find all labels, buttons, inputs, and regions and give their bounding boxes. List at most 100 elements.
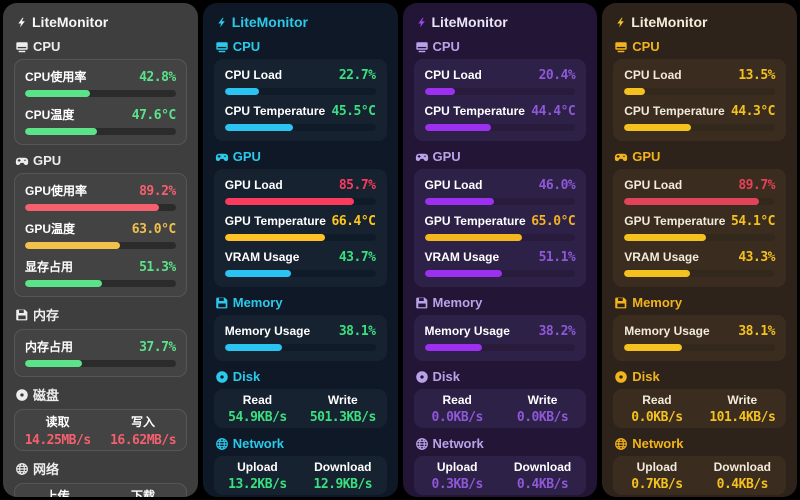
monitor-icon [15, 40, 29, 54]
progress-fill [25, 90, 90, 97]
meter-label: Memory Usage [624, 324, 710, 338]
gpu-card: GPU Load 85.7% GPU Temperature 66.4°C VRAM… [213, 169, 387, 287]
section-header-cpu: CPU [415, 39, 587, 54]
lightning-icon [416, 16, 427, 29]
meter-value: 51.3% [139, 260, 176, 275]
meter-cpu-load: CPU Load 13.5% [624, 68, 775, 95]
progress-track [424, 198, 576, 205]
meter-label: GPU Temperature [424, 214, 526, 228]
section-header-cpu: CPU [614, 39, 786, 54]
meter-label: CPU Load [224, 68, 283, 82]
panel-purple-theme: LiteMonitor CPU CPU Load 20.4% CPU Temper… [402, 3, 598, 497]
progress-track [424, 270, 576, 277]
panel-navy-theme: LiteMonitor CPU CPU Load 22.7% CPU Temper… [202, 3, 398, 497]
meter-cpu-temp: CPU Temperature 44.3°C [624, 104, 775, 131]
meter-label: GPU温度 [25, 222, 76, 236]
meter-vram-usage: VRAM Usage 43.7% [224, 250, 376, 277]
progress-track [424, 124, 576, 131]
meter-value: 42.8% [139, 70, 176, 85]
disk-read-label: 读取 [45, 415, 70, 429]
section-title: Disk [632, 369, 660, 384]
gpu-card: GPU使用率 89.2% GPU温度 63.0°C 显存占用 51.3% [14, 173, 187, 297]
meter-value: 43.7% [338, 250, 376, 265]
section-title: Network [232, 436, 285, 451]
meter-value: 38.1% [338, 324, 376, 339]
meter-memory-usage: Memory Usage 38.1% [224, 324, 376, 351]
meter-value: 13.5% [738, 68, 775, 83]
section-title: 磁盘 [33, 388, 60, 403]
network-upload-label: Upload [636, 460, 678, 474]
gamepad-icon [415, 150, 429, 164]
network-download-label: Download [713, 460, 771, 474]
section-header-disk: Disk [614, 369, 786, 384]
section-title: Memory [432, 295, 483, 310]
network-upload-label: Upload [436, 460, 478, 474]
network-download-label: 下载 [131, 489, 156, 497]
progress-fill [25, 242, 120, 249]
progress-fill [624, 198, 760, 205]
meter-gpu-load: GPU使用率 89.2% [25, 182, 176, 211]
disk-card: Read Write 0.0KB/s 0.0KB/s [413, 389, 587, 428]
meter-label: GPU Temperature [224, 214, 326, 228]
section-header-network: Network [614, 436, 786, 451]
progress-fill [624, 344, 682, 351]
app-title-row: LiteMonitor [16, 14, 187, 30]
meter-label: VRAM Usage [224, 250, 300, 264]
meter-gpu-temp: GPU Temperature 65.0°C [424, 214, 576, 241]
meter-gpu-temp: GPU Temperature 66.4°C [224, 214, 376, 241]
meter-label: VRAM Usage [624, 250, 699, 264]
meter-value: 51.1% [538, 250, 576, 265]
section-title: GPU [632, 149, 661, 164]
memory-icon [15, 308, 29, 322]
meter-memory-usage: Memory Usage 38.1% [624, 324, 775, 351]
lightning-icon [615, 16, 626, 29]
memory-icon [415, 296, 429, 310]
section-header-disk: 磁盘 [15, 385, 187, 404]
section-title: GPU [33, 153, 62, 168]
network-upload-value: 0.7KB/s [631, 477, 683, 492]
memory-icon [614, 296, 628, 310]
section-title: 网络 [33, 462, 60, 477]
progress-fill [25, 280, 103, 287]
section-title: CPU [33, 39, 61, 54]
network-card: Upload Download 0.7KB/s 0.4KB/s [613, 456, 786, 495]
network-download-label: Download [513, 460, 572, 474]
meter-vram-usage: VRAM Usage 43.3% [624, 250, 775, 277]
progress-fill [424, 344, 483, 351]
lightning-icon [16, 16, 27, 29]
meter-value: 89.7% [738, 178, 775, 193]
meter-value: 66.4°C [331, 214, 376, 229]
disk-write-value: 16.62MB/s [110, 433, 177, 448]
meter-label: GPU Temperature [624, 214, 726, 228]
meter-label: CPU温度 [25, 108, 75, 122]
section-title: GPU [432, 149, 461, 164]
app-title: LiteMonitor [631, 14, 708, 30]
disk-card: Read Write 0.0KB/s 101.4KB/s [613, 389, 786, 428]
progress-track [424, 88, 576, 95]
network-download-value: 0.4KB/s [716, 477, 769, 492]
section-title: Network [632, 436, 684, 451]
section-header-memory: Memory [215, 295, 387, 310]
section-title: Disk [432, 369, 460, 384]
section-header-gpu: GPU [15, 153, 187, 168]
network-globe-icon [415, 437, 429, 451]
gpu-card: GPU Load 46.0% GPU Temperature 65.0°C VRAM… [413, 169, 587, 287]
progress-fill [424, 124, 492, 131]
network-download-value: 0.4KB/s [516, 477, 569, 492]
panel-gray-theme: LiteMonitor CPU CPU使用率 42.8% CPU温度 47.6°C … [3, 3, 198, 497]
progress-fill [224, 344, 283, 351]
disk-icon [15, 388, 29, 402]
meter-value: 20.4% [538, 68, 576, 83]
progress-track [25, 204, 176, 211]
section-title: CPU [432, 39, 460, 54]
meter-gpu-load: GPU Load 89.7% [624, 178, 775, 205]
network-card: 上传 下载 234.9KB/s 4.24MB/s [14, 483, 187, 497]
gpu-card: GPU Load 89.7% GPU Temperature 54.1°C VRAM… [613, 169, 786, 287]
section-title: Memory [232, 295, 283, 310]
progress-fill [25, 128, 97, 135]
meter-value: 37.7% [139, 340, 176, 355]
meter-value: 89.2% [139, 184, 176, 199]
network-download-value: 12.9KB/s [313, 477, 373, 492]
meter-value: 63.0°C [131, 222, 176, 237]
